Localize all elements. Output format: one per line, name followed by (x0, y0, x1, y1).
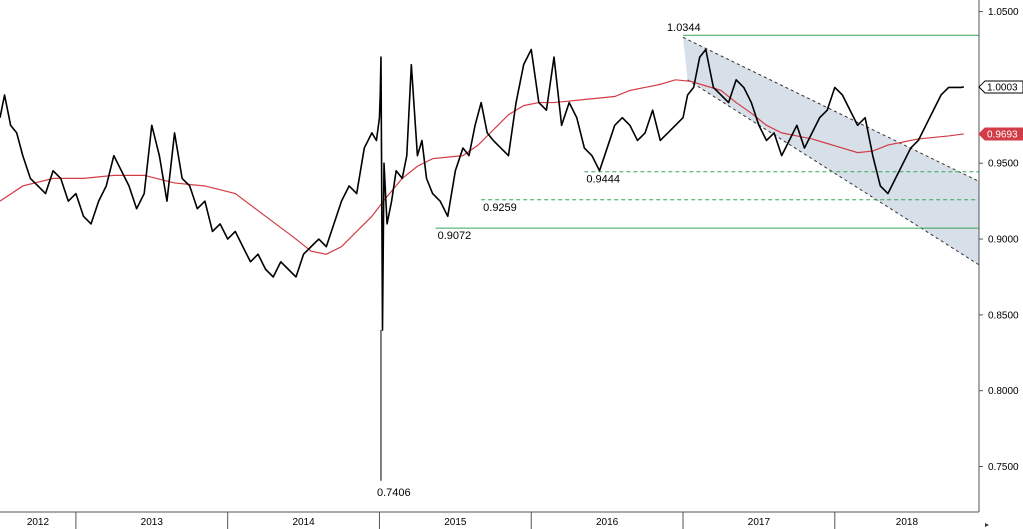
channel-upper-line (682, 36, 980, 182)
support-label-1: 0.9444 (586, 174, 620, 186)
support-label-2: 0.9259 (483, 202, 517, 214)
y-axis: 0.75000.80000.85000.90000.95001.00001.05… (978, 0, 1019, 527)
support-label-3: 0.9072 (438, 230, 472, 242)
price-tags: 1.0003 0.9693 (978, 80, 1023, 141)
x-axis: 2012 2013 2014 2015 2016 2017 2018 (0, 511, 979, 529)
y-tick-label-0: 0.7500 (988, 462, 1019, 473)
y-tick-label-2: 0.8500 (988, 310, 1019, 321)
y-tick-label-6: 1.0500 (988, 7, 1019, 18)
moving-average-tag: 0.9693 (978, 127, 1023, 141)
year-label-2012: 2012 (27, 517, 50, 528)
low-label: 0.7406 (377, 487, 411, 499)
plot-area: 1.0344 0.9444 0.9259 0.9072 0.7406 (0, 22, 980, 499)
moving-average-line (0, 79, 964, 255)
moving-average-label: 0.9693 (987, 129, 1018, 140)
y-tick-label-4: 0.9500 (988, 159, 1019, 170)
year-label-2014: 2014 (292, 517, 315, 528)
axis-arrow-icon (985, 523, 989, 527)
year-label-2013: 2013 (141, 517, 164, 528)
year-label-2015: 2015 (444, 517, 467, 528)
last-price-tag: 1.0003 (978, 80, 1023, 94)
y-tick-label-1: 0.8000 (988, 386, 1019, 397)
last-price-label: 1.0003 (987, 82, 1018, 93)
support-label-0: 1.0344 (667, 22, 701, 34)
annotations: 1.0344 0.9444 0.9259 0.9072 0.7406 (377, 22, 701, 499)
y-tick-label-3: 0.9000 (988, 235, 1019, 246)
support-lines (435, 34, 979, 229)
channel-fill (683, 37, 979, 265)
year-label-2018: 2018 (896, 517, 919, 528)
year-label-2017: 2017 (748, 517, 771, 528)
price-line (0, 48, 964, 331)
year-label-2016: 2016 (596, 517, 619, 528)
